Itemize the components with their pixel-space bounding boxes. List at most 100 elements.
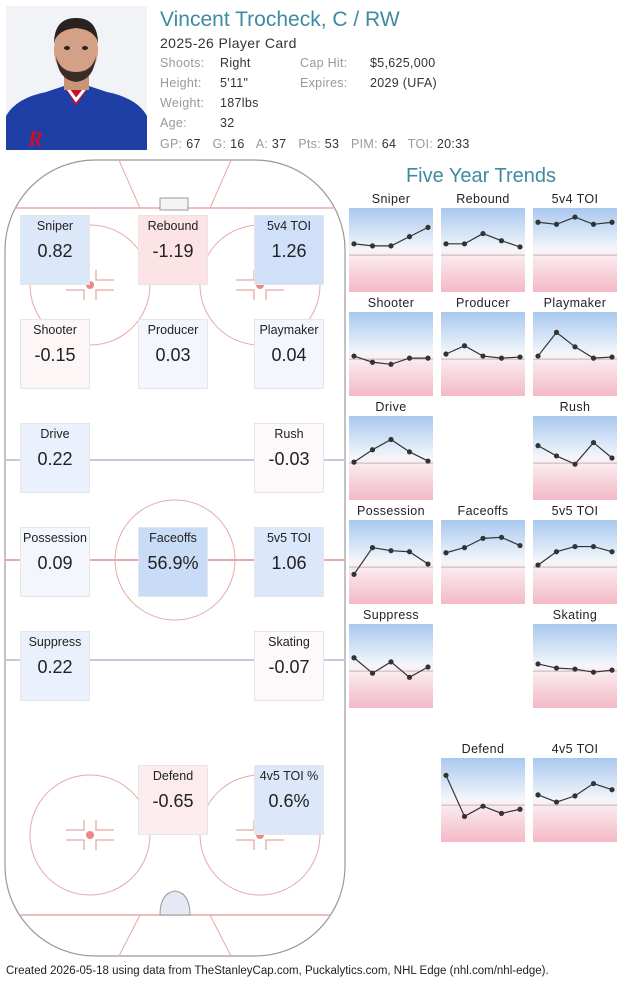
info-label: Shoots: [160,56,205,70]
card-rush: Rush -0.03 [254,423,324,493]
trend-point [590,669,597,675]
trend-point [406,449,413,455]
weight-value: 187lbs [220,96,259,110]
trend-title: 5v4 TOI [551,192,599,206]
trend-point [406,234,413,240]
trend-point [498,238,505,244]
trend-point [369,447,376,453]
trend-point [572,214,578,220]
trend-point [425,224,431,230]
trend-point [590,543,597,550]
trend-point [572,666,578,672]
trend-point [590,780,597,787]
trend-point [572,793,578,799]
trend-point [443,772,449,778]
card-rebound: Rebound -1.19 [138,215,208,285]
trend-sparkline [441,520,525,604]
trend-point [388,659,394,665]
trend-sparkline [533,624,617,708]
trend-title: Shooter [367,296,415,310]
trend-point [461,343,468,349]
contract-label: Cap Hit: [300,56,348,70]
trend-point [590,221,597,227]
trend-title: 4v5 TOI [551,742,599,756]
trend-point [369,243,376,249]
card-subtitle: 2025-26 Player Card [160,35,297,51]
trend-point [535,792,541,798]
stat-line: GP: 67 G: 16 A: 37 Pts: 53 PIM: 64 TOI: … [160,137,478,151]
cap-hit-value: $5,625,000 [370,56,436,70]
trend-point [553,549,560,555]
player-photo: R [6,6,147,150]
pim-value: 64 [381,137,397,151]
info-label: Weight: [160,96,205,110]
age-value: 32 [220,116,235,130]
toi-value: 20:33 [436,137,470,151]
trend-sparkline [533,520,617,604]
card-5v4-toi: 5v4 TOI 1.26 [254,215,324,285]
trend-point [553,221,560,227]
trend-title: 5v5 TOI [551,504,599,518]
card-defend: Defend -0.65 [138,765,208,835]
trend-point [498,810,505,816]
trend-point [517,354,523,360]
trend-point [425,458,431,464]
trend-sparkline [349,624,433,708]
trend-title: Sniper [371,192,411,206]
stat-label: G: [212,137,227,151]
trend-point [443,351,449,357]
trend-point [535,219,541,225]
trend-point [351,459,357,465]
trend-title: Faceoffs [457,504,509,518]
expires-value: 2029 (UFA) [370,76,437,90]
trend-sparkline [441,208,525,292]
trend-sparkline [349,312,433,396]
trend-point [535,443,541,449]
card-producer: Producer 0.03 [138,319,208,389]
trend-point [369,545,376,551]
trend-point [388,361,394,367]
trend-point [388,243,394,249]
card-shooter: Shooter -0.15 [20,319,90,389]
trend-point [572,461,578,467]
trend-point [406,674,413,680]
trend-point [609,354,615,360]
card-5v5-toi: 5v5 TOI 1.06 [254,527,324,597]
trend-point [517,806,523,812]
trend-point [443,241,449,247]
trend-sparkline [533,416,617,500]
gp-value: 67 [186,137,201,151]
trend-point [553,665,560,671]
info-label: Height: [160,76,202,90]
trend-point [590,355,597,361]
trend-point [461,813,468,820]
trend-point [553,329,560,335]
trend-point [351,571,357,577]
trend-point [480,535,486,541]
svg-text:R: R [27,126,43,150]
trend-point [406,355,413,361]
goals-value: 16 [230,137,245,151]
trend-sparkline [533,758,617,842]
card-sniper: Sniper 0.82 [20,215,90,285]
trend-point [498,534,505,540]
trend-point [425,664,431,670]
stat-label: GP: [160,137,183,151]
trend-title: Producer [456,296,510,310]
trend-point [461,241,468,247]
trend-sparkline [349,208,433,292]
trend-point [425,561,431,567]
trend-title: Drive [375,400,407,414]
points-value: 53 [324,137,340,151]
trend-title: Rebound [456,192,510,206]
trend-point [406,549,413,555]
trend-point [443,550,449,556]
trend-point [351,353,357,359]
card-drive: Drive 0.22 [20,423,90,493]
assists-value: 37 [271,137,287,151]
trend-point [369,670,376,676]
trend-point [590,439,597,446]
trend-point [498,355,505,361]
trend-sparkline [533,312,617,396]
trend-title: Rush [559,400,591,414]
